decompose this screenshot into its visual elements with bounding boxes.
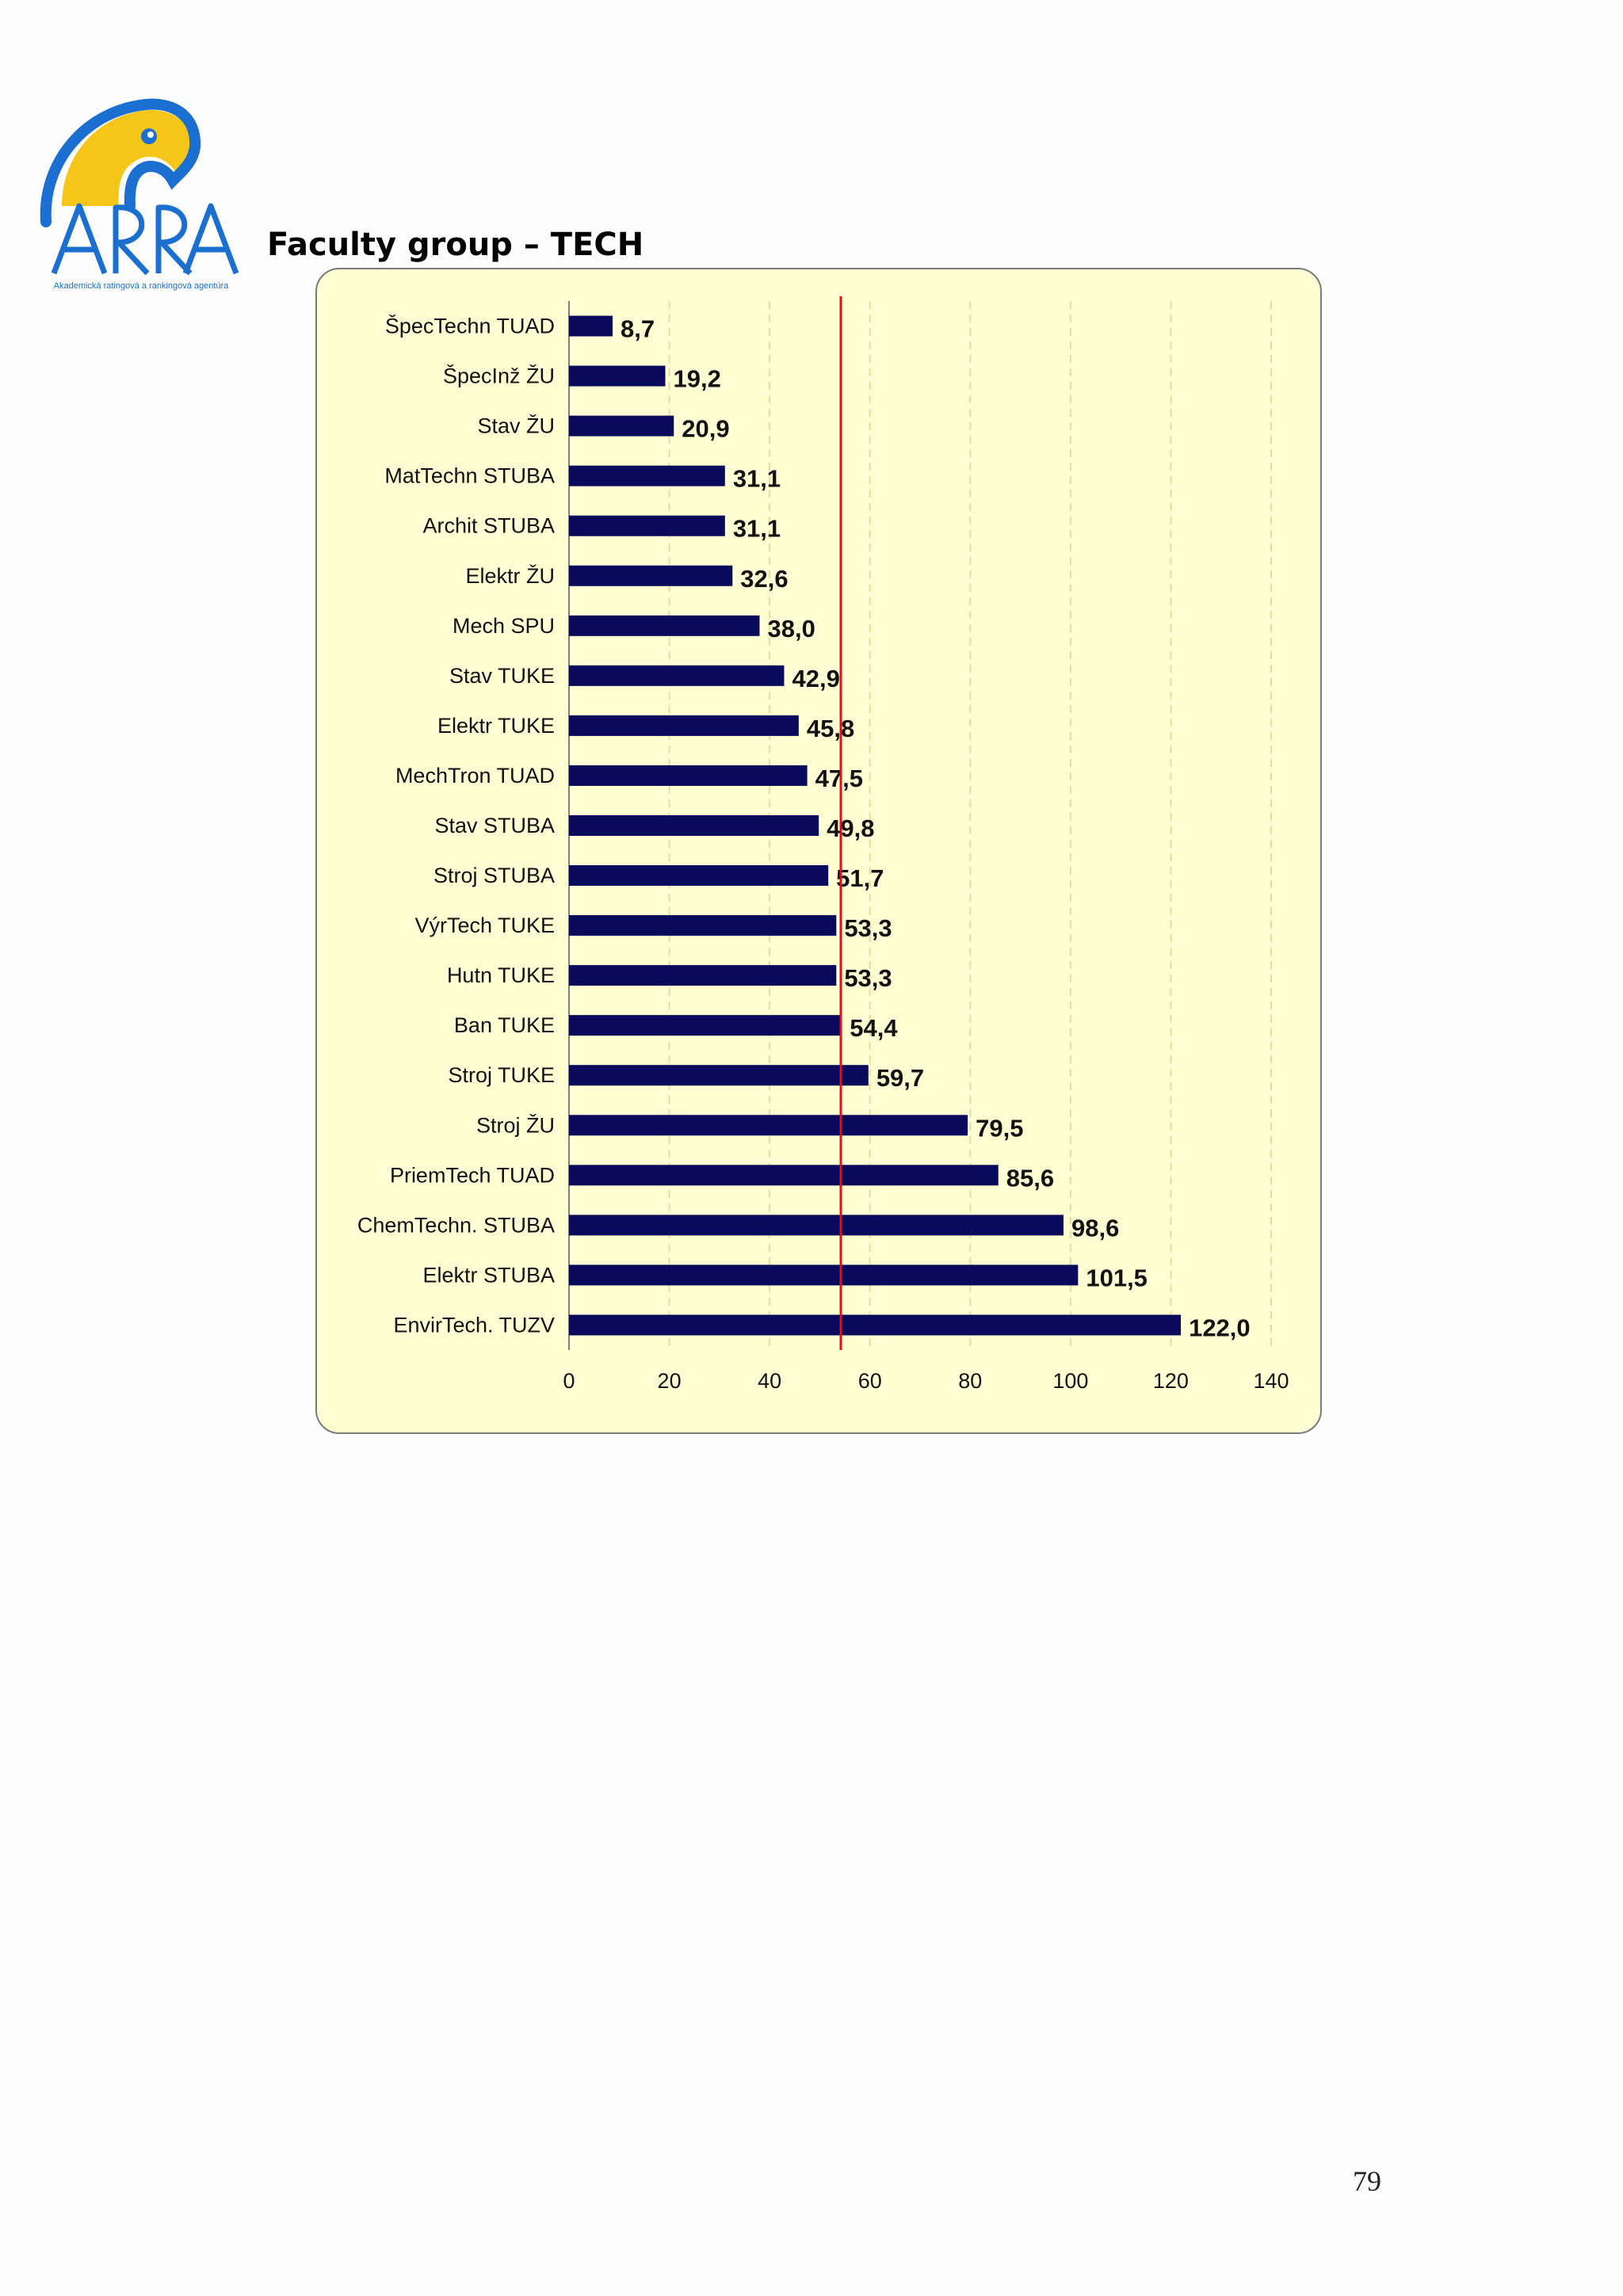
value-label: 53,3 bbox=[844, 964, 892, 992]
category-label: Mech SPU bbox=[453, 614, 555, 638]
category-label: Stroj TUKE bbox=[448, 1063, 555, 1087]
category-label: Stroj ŽU bbox=[476, 1112, 555, 1137]
x-tick-label: 60 bbox=[858, 1369, 882, 1393]
category-label: Stav ŽU bbox=[477, 414, 555, 438]
bar bbox=[569, 565, 733, 586]
bar bbox=[569, 465, 725, 486]
value-label: 31,1 bbox=[733, 515, 781, 543]
value-label: 38,0 bbox=[767, 615, 815, 643]
bar bbox=[569, 1264, 1079, 1286]
category-label: Elektr STUBA bbox=[422, 1263, 555, 1287]
value-label: 47,5 bbox=[815, 765, 863, 792]
value-label: 42,9 bbox=[792, 665, 839, 692]
value-label: 79,5 bbox=[976, 1114, 1023, 1142]
bar bbox=[569, 815, 819, 836]
bar bbox=[569, 1015, 842, 1036]
category-label: Stroj STUBA bbox=[433, 864, 555, 887]
bar-chart: ŠpecTechn TUAD 8,7 ŠpecInž ŽU 19,2 Stav ŽU 20… bbox=[357, 296, 1289, 1393]
value-label: 19,2 bbox=[674, 365, 721, 393]
bar bbox=[569, 865, 829, 887]
value-label: 98,6 bbox=[1071, 1214, 1119, 1241]
chart-panel: ŠpecTechn TUAD 8,7 ŠpecInž ŽU 19,2 Stav ŽU 20… bbox=[315, 268, 1322, 1434]
category-label: Elektr ŽU bbox=[465, 563, 555, 588]
value-label: 32,6 bbox=[740, 565, 788, 593]
value-label: 53,3 bbox=[844, 914, 892, 942]
category-label: EnvirTech. TUZV bbox=[393, 1313, 555, 1337]
category-label: Ban TUKE bbox=[454, 1013, 555, 1037]
bar bbox=[569, 915, 837, 936]
value-label: 20,9 bbox=[682, 415, 729, 443]
category-label: Stav STUBA bbox=[434, 814, 555, 837]
bar bbox=[569, 765, 808, 786]
x-tick-label: 80 bbox=[958, 1369, 982, 1393]
value-label: 54,4 bbox=[850, 1014, 898, 1042]
bar bbox=[569, 515, 725, 536]
bar bbox=[569, 1065, 869, 1086]
value-label: 59,7 bbox=[876, 1064, 924, 1092]
bar bbox=[569, 615, 760, 636]
value-label: 8,7 bbox=[621, 315, 655, 343]
category-label: VýrTech TUKE bbox=[414, 913, 555, 937]
bar bbox=[569, 715, 799, 736]
value-label: 31,1 bbox=[733, 465, 781, 493]
category-label: MechTron TUAD bbox=[395, 764, 555, 788]
bar bbox=[569, 665, 785, 686]
bar bbox=[569, 1215, 1064, 1236]
category-label: PriemTech TUAD bbox=[390, 1163, 555, 1187]
category-label: Stav TUKE bbox=[449, 664, 555, 688]
arra-logo: Akademická ratingová a rankingová agentú… bbox=[40, 98, 239, 291]
x-tick-label: 0 bbox=[563, 1369, 575, 1393]
category-label: Archit STUBA bbox=[422, 514, 555, 538]
category-label: Elektr TUKE bbox=[437, 714, 555, 738]
bar bbox=[569, 365, 666, 387]
page-title: Faculty group – TECH bbox=[267, 227, 644, 263]
bar bbox=[569, 415, 674, 437]
category-label: Hutn TUKE bbox=[447, 963, 555, 987]
value-label: 51,7 bbox=[836, 864, 884, 892]
value-label: 49,8 bbox=[827, 814, 874, 842]
x-tick-label: 40 bbox=[758, 1369, 781, 1393]
x-tick-label: 20 bbox=[658, 1369, 682, 1393]
x-tick-label: 140 bbox=[1253, 1369, 1289, 1393]
value-label: 45,8 bbox=[807, 715, 854, 742]
logo-tagline: Akademická ratingová a rankingová agentú… bbox=[54, 281, 230, 291]
bar bbox=[569, 1115, 968, 1136]
x-tick-label: 120 bbox=[1153, 1369, 1189, 1393]
value-label: 85,6 bbox=[1006, 1164, 1054, 1192]
category-label: ŠpecTechn TUAD bbox=[385, 314, 555, 338]
bar bbox=[569, 965, 837, 986]
bar bbox=[569, 1165, 999, 1186]
category-label: MatTechn STUBA bbox=[384, 464, 555, 488]
x-tick-label: 100 bbox=[1052, 1369, 1088, 1393]
value-label: 122,0 bbox=[1189, 1314, 1251, 1341]
category-label: ChemTechn. STUBA bbox=[357, 1213, 555, 1237]
value-label: 101,5 bbox=[1086, 1264, 1148, 1291]
bar bbox=[569, 315, 613, 337]
category-label: ŠpecInž ŽU bbox=[443, 364, 555, 388]
bar bbox=[569, 1314, 1182, 1336]
page-number: 79 bbox=[1353, 2165, 1381, 2197]
